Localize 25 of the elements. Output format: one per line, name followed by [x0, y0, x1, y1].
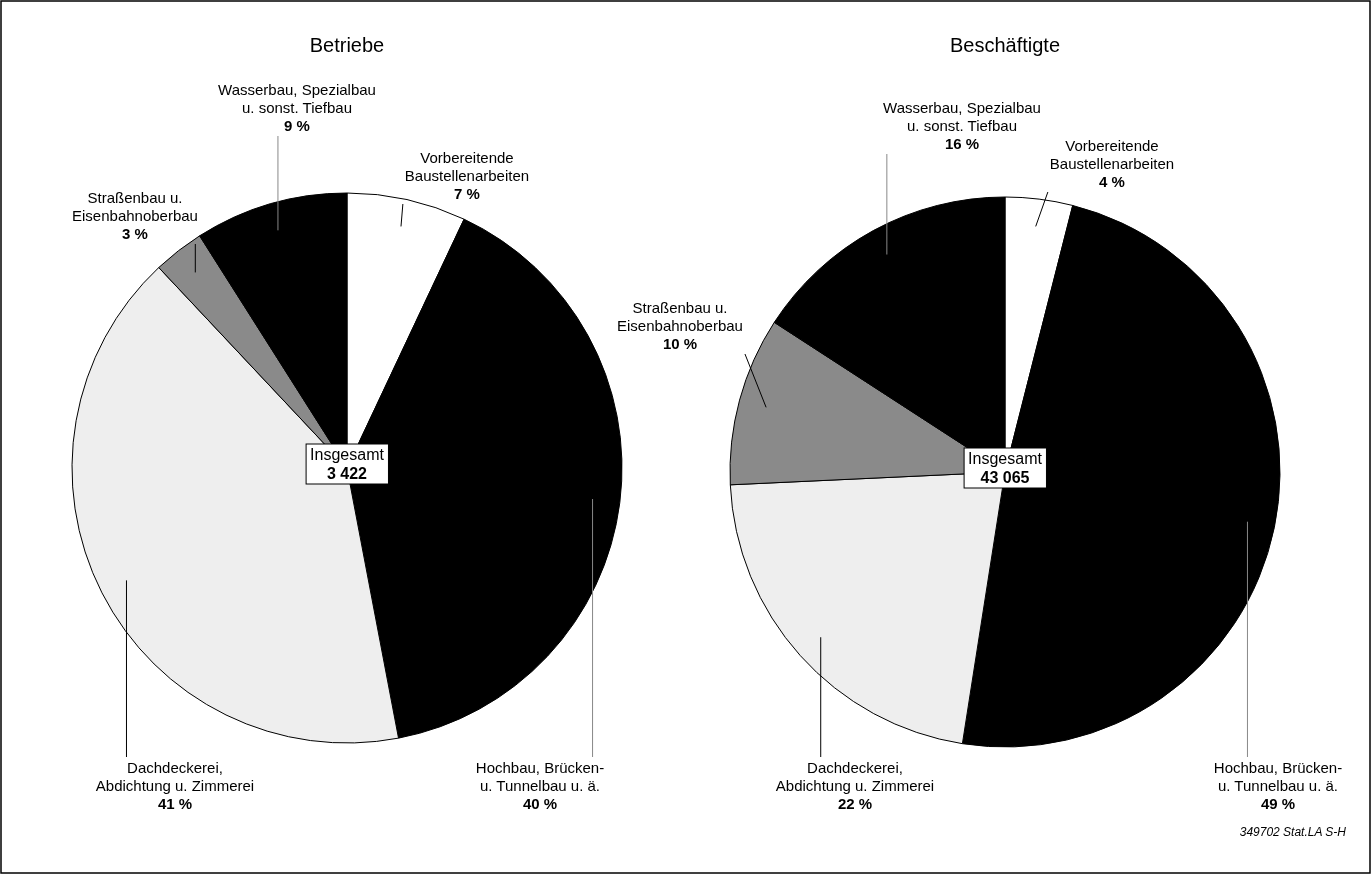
- slice-label: Vorbereitende Baustellenarbeiten: [404, 149, 530, 184]
- slice-label: Hochbau, Brücken- u. Tunnelbau u. ä.: [1213, 759, 1343, 794]
- slice-label: Straßenbau u. Eisenbahnoberbau: [617, 299, 743, 334]
- slice-label: Vorbereitende Baustellenarbeiten: [1049, 137, 1175, 172]
- data-label: 10 %: [662, 335, 698, 352]
- chart-title: Beschäftigte: [949, 34, 1061, 56]
- text: Insgesamt 43 065: [968, 450, 1043, 486]
- data-label: 40 %: [522, 795, 558, 812]
- slice-label: Hochbau, Brücken- u. Tunnelbau u. ä.: [475, 759, 605, 794]
- data-label: 9 %: [284, 117, 310, 134]
- data-label: 49 %: [1260, 795, 1296, 812]
- slice-label: Wasserbau, Spezialbau u. sonst. Tiefbau: [883, 99, 1041, 134]
- data-label: 3 %: [122, 225, 148, 242]
- data-label: 41 %: [157, 795, 193, 812]
- data-label: 16 %: [944, 135, 980, 152]
- slice-label: Dachdeckerei, Abdichtung u. Zimmerei: [775, 759, 935, 794]
- chart-title: Betriebe: [309, 34, 385, 56]
- data-label: 4 %: [1099, 173, 1125, 190]
- slice-label: Straßenbau u. Eisenbahnoberbau: [72, 189, 198, 224]
- text: Insgesamt 3 422: [310, 446, 385, 482]
- data-label: 22 %: [837, 795, 873, 812]
- text: 349702 Stat.LA S-H: [1239, 825, 1347, 839]
- data-label: 7 %: [454, 185, 480, 202]
- slice-label: Wasserbau, Spezialbau u. sonst. Tiefbau: [218, 81, 376, 116]
- slice-label: Dachdeckerei, Abdichtung u. Zimmerei: [95, 759, 255, 794]
